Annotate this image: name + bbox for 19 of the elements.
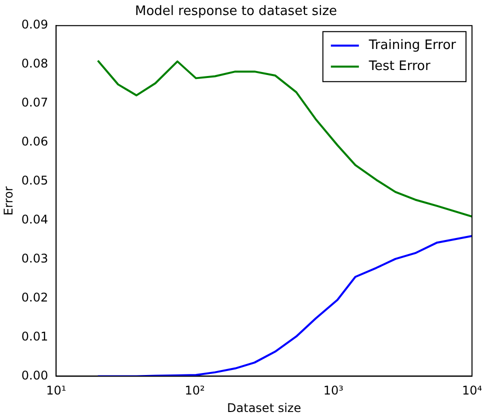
y-tick-label: 0.08	[21, 56, 48, 71]
x-tick-label: 10³	[323, 384, 344, 398]
y-tick-label: 0.04	[21, 212, 48, 227]
y-tick-label: 0.03	[21, 251, 48, 266]
y-tick-label: 0.02	[21, 290, 48, 304]
y-tick-label: 0.05	[21, 174, 48, 188]
x-axis-title: Dataset size	[227, 400, 302, 415]
y-tick-label: 0.06	[21, 134, 48, 149]
x-tick-label: 10²	[184, 384, 205, 398]
x-tick-label: 10¹	[46, 384, 66, 398]
chart-title: Model response to dataset size	[134, 4, 338, 20]
y-tick-label: 0.00	[21, 368, 48, 382]
y-tick-label: 0.01	[21, 329, 48, 344]
legend-label: Test Error	[368, 58, 431, 74]
y-tick-label: 0.09	[21, 18, 48, 32]
y-axis-title: Error	[1, 186, 16, 216]
x-tick-label: 10⁴	[462, 384, 482, 398]
y-tick-label: 0.07	[21, 96, 48, 110]
legend-label: Training Error	[368, 38, 457, 53]
